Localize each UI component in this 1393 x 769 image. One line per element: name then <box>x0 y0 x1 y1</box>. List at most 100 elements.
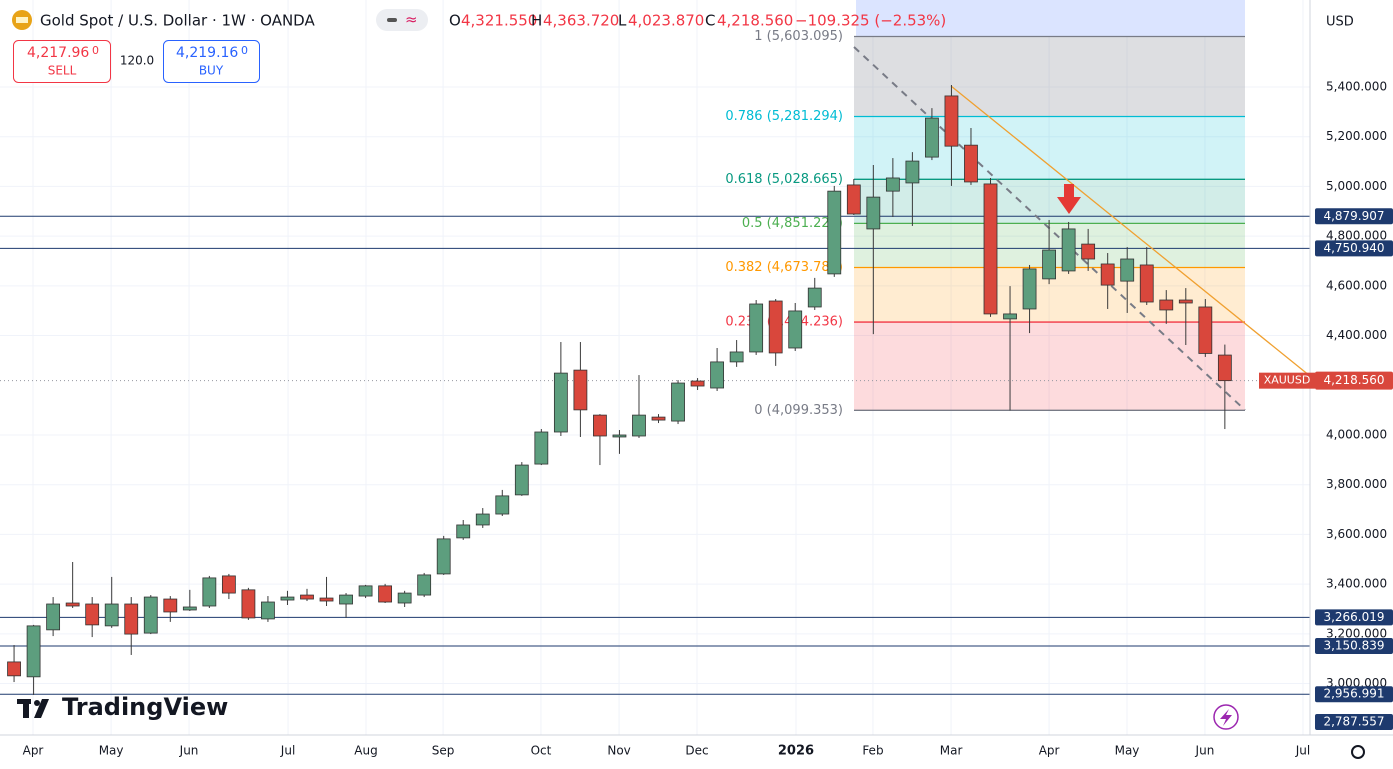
candle-body <box>456 524 471 539</box>
indicator-toggle[interactable] <box>376 9 428 31</box>
x-tick-label: 2026 <box>778 744 814 759</box>
price-line-badge <box>1315 609 1393 626</box>
price-line-label: 2,956.991 <box>1323 687 1384 701</box>
chart-title: Gold Spot / U.S. Dollar · 1W · OANDA <box>40 12 315 30</box>
y-tick-label: 4,000.000 <box>1326 427 1387 441</box>
x-tick-label: Aug <box>354 744 377 758</box>
x-tick-label: May <box>99 744 124 758</box>
price-line-badge <box>1315 714 1393 730</box>
fib-label: 0.382 (4,673.783) <box>725 260 843 275</box>
y-tick-label: 5,000.000 <box>1326 179 1387 193</box>
fib-label: 0.618 (5,028.665) <box>725 172 843 187</box>
candle-body <box>475 513 490 526</box>
y-tick-label: 4,400.000 <box>1326 328 1387 342</box>
y-tick-label: 4,800.000 <box>1326 229 1387 243</box>
symbol-label: XAUUSD <box>1264 374 1311 387</box>
candle-body <box>925 117 939 158</box>
sell-button[interactable] <box>13 40 111 83</box>
candle-body <box>671 382 685 422</box>
spread: 120.0 <box>120 54 154 68</box>
x-tick-label: Jul <box>1295 744 1310 758</box>
arrow-marker <box>1057 184 1081 214</box>
candle-body <box>632 414 646 437</box>
ohlc-label: C <box>705 12 715 30</box>
candle-body <box>339 594 353 605</box>
candle-body <box>104 603 119 627</box>
candle-body <box>300 594 314 600</box>
price-line-badge <box>1315 686 1393 703</box>
candle-body <box>1042 249 1056 280</box>
brand-logo <box>17 699 49 718</box>
y-tick-label: 5,400.000 <box>1326 79 1387 93</box>
candle-body <box>319 597 334 602</box>
candle-body <box>827 190 842 275</box>
candle-body <box>573 369 588 411</box>
price-line-badge <box>1315 240 1393 257</box>
candle-body <box>964 144 978 183</box>
candle-body <box>710 361 725 389</box>
y-tick-label: 3,600.000 <box>1326 527 1387 541</box>
buy-button[interactable] <box>163 40 260 83</box>
candle-body <box>846 184 861 215</box>
fib-zone <box>854 36 1245 117</box>
currency[interactable]: USD <box>1326 15 1354 30</box>
toggle-icon: ≈ <box>405 11 418 29</box>
candle-body <box>495 495 510 515</box>
candle-body <box>593 414 607 437</box>
alert-icon[interactable] <box>1213 704 1239 730</box>
candle-body <box>358 585 373 597</box>
candle-body <box>514 464 529 496</box>
buy-price: 4,219.16 <box>176 45 238 61</box>
sell-price-sup: 0 <box>92 44 99 57</box>
candle-body <box>65 602 80 607</box>
candle-body <box>729 351 744 363</box>
ohlc-value: 4,321.550 <box>461 12 537 30</box>
candle-body <box>397 592 412 604</box>
fib-label: 1 (5,603.095) <box>754 29 843 44</box>
candle-body <box>612 434 627 438</box>
x-tick-label: Jun <box>1195 744 1215 758</box>
y-tick-label: 3,200.000 <box>1326 626 1387 640</box>
last-price-badge <box>1315 371 1393 390</box>
x-tick-label: Apr <box>23 744 44 758</box>
fib-extension-zone <box>856 0 1245 37</box>
candle-body <box>1178 299 1193 304</box>
candle-body <box>221 575 236 594</box>
y-tick-label: 3,400.000 <box>1326 577 1387 591</box>
grid <box>0 0 1310 735</box>
settings-icon[interactable] <box>1351 745 1365 759</box>
candle-body <box>1159 299 1174 311</box>
candle-body <box>7 661 21 677</box>
x-tick-label: Sep <box>432 744 455 758</box>
price-line-badge <box>1315 638 1393 655</box>
candle-body <box>163 598 178 613</box>
x-tick-label: Mar <box>940 744 963 758</box>
candle-body <box>1100 263 1115 286</box>
candle-body <box>768 300 783 354</box>
toggle-icon <box>387 18 397 22</box>
ohlc-label: H <box>531 12 542 30</box>
ohlc-value: 4,218.560 <box>717 12 793 30</box>
candle-body <box>202 577 217 607</box>
fib-label: 0.786 (5,281.294) <box>725 109 843 124</box>
candle-body <box>807 287 822 308</box>
x-tick-label: Apr <box>1039 744 1060 758</box>
candle-body <box>534 431 549 465</box>
candle-body <box>124 603 139 635</box>
candle-body <box>1198 306 1213 354</box>
candle-body <box>1081 243 1096 260</box>
candle-body <box>690 380 705 387</box>
x-tick-label: Jun <box>179 744 199 758</box>
x-tick-label: May <box>1115 744 1140 758</box>
candles <box>7 85 1232 695</box>
candle-body <box>182 606 197 611</box>
x-tick-label: Dec <box>685 744 708 758</box>
last-price-label: 4,218.560 <box>1323 373 1384 387</box>
candle-body <box>885 177 900 192</box>
symbol-badge <box>1259 372 1315 389</box>
candle-body <box>905 160 920 184</box>
y-tick-label: 3,800.000 <box>1326 477 1387 491</box>
candle-body <box>85 603 100 626</box>
candle-body <box>983 183 998 315</box>
